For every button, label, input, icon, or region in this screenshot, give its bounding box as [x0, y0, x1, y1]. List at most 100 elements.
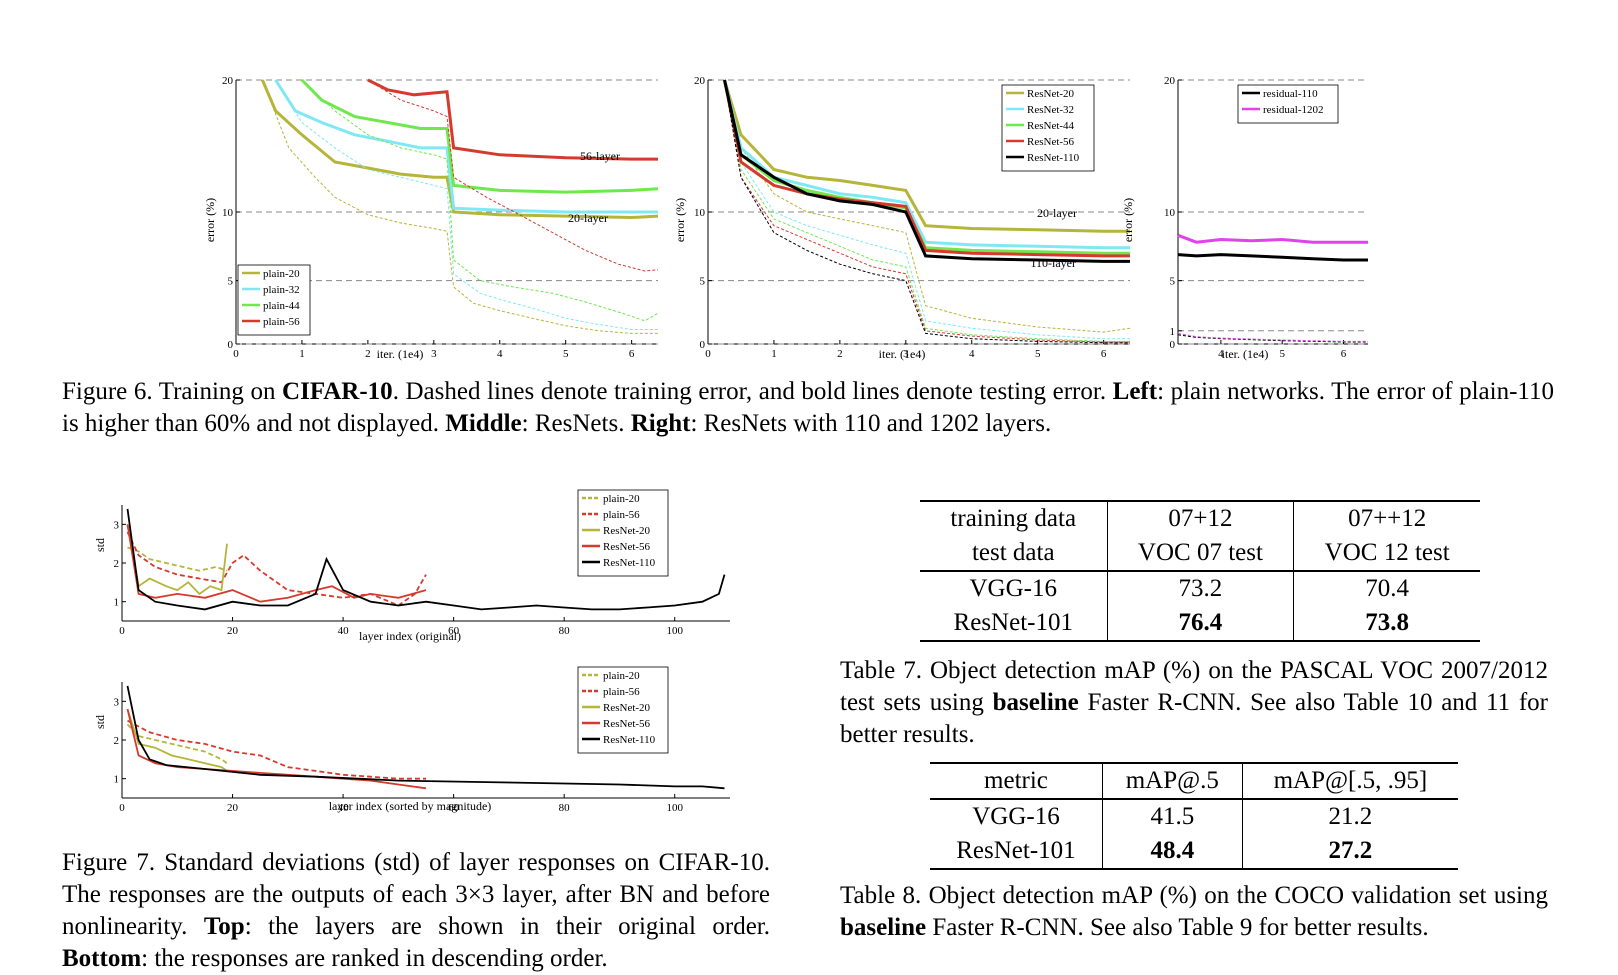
- x-tick-label: 0: [233, 348, 239, 360]
- train-error-line: [261, 79, 658, 334]
- y-tick-label: 0: [228, 339, 234, 351]
- legend-label: ResNet-56: [603, 541, 651, 553]
- train-error-line: [724, 79, 1131, 333]
- y-tick-label: 2: [114, 558, 120, 570]
- legend-label: ResNet-44: [1027, 120, 1075, 132]
- legend-label: ResNet-32: [1027, 104, 1074, 116]
- legend-label: ResNet-110: [1027, 152, 1080, 164]
- y-tick-label: 1: [114, 774, 120, 786]
- legend-label: plain-32: [263, 284, 300, 296]
- x-tick-label: 5: [1035, 348, 1041, 360]
- y-tick-label: 20: [694, 75, 706, 87]
- x-tick-label: 1: [299, 348, 305, 360]
- test-error-line: [261, 79, 659, 220]
- table8-cell: mAP@[.5, .95]: [1241, 762, 1458, 799]
- x-tick-label: 80: [559, 802, 571, 814]
- train-error-line: [275, 79, 658, 330]
- table7-cell: 07+12: [1106, 500, 1294, 536]
- table8-cell: VGG-16: [930, 798, 1103, 834]
- test-error-line: [274, 79, 658, 214]
- y-axis-label: std: [93, 715, 107, 729]
- x-tick-label: 6: [629, 348, 635, 360]
- table7-cell: 73.2: [1106, 570, 1294, 606]
- test-error-line: [723, 79, 1130, 263]
- x-tick-label: 4: [1218, 348, 1224, 360]
- x-axis-label: layer index (sorted by magnitude): [329, 799, 492, 813]
- legend-label: ResNet-56: [1027, 136, 1075, 148]
- table7-cell: ResNet-101: [920, 606, 1108, 642]
- test-error-line: [300, 78, 659, 194]
- table7-cell: 76.4: [1106, 606, 1294, 642]
- y-tick-label: 5: [700, 276, 706, 288]
- std-line: [126, 524, 427, 603]
- table7-caption: Table 7. Object detection mAP (%) on the…: [840, 657, 1548, 748]
- std-line: [126, 723, 228, 764]
- table7-cell: 73.8: [1293, 606, 1480, 642]
- x-tick-label: 4: [497, 348, 503, 360]
- x-tick-label: 5: [563, 348, 569, 360]
- train-error-line: [724, 79, 1130, 340]
- figure7-caption: Figure 7. Standard deviations (std) of l…: [62, 849, 770, 972]
- y-tick-label: 2: [114, 735, 120, 747]
- annotation: 20-layer: [1037, 206, 1077, 220]
- figure6-right-plot: 01 5 10 20 4 5 6 iter. (1e4) error (%) residual-1…: [1121, 75, 1368, 361]
- table8-cell: ResNet-101: [930, 834, 1103, 870]
- x-tick-label: 60: [448, 625, 460, 637]
- y-tick-label: 0: [1170, 339, 1176, 351]
- table8: metric mAP@.5 mAP@[.5, .95] VGG-16 41.5 21.2…: [930, 762, 1458, 870]
- train-error-line: [724, 79, 1130, 344]
- x-tick-label: 6: [1101, 348, 1107, 360]
- y-axis-label: error (%): [1121, 198, 1135, 242]
- table7-cell: VGG-16: [920, 570, 1108, 606]
- x-tick-label: 60: [448, 802, 460, 814]
- x-tick-label: 20: [227, 802, 239, 814]
- y-tick-label: 20: [1164, 75, 1176, 87]
- std-line: [126, 708, 228, 772]
- table8-cell: 41.5: [1101, 798, 1243, 834]
- std-line: [127, 546, 228, 572]
- figure6-middle-plot: 0 5 10 20 0 1 2 3 4 5 6 iter. (1e4) error (%) 20-laye…: [673, 75, 1131, 361]
- y-tick-label: 5: [1170, 276, 1176, 288]
- x-tick-label: 0: [705, 348, 711, 360]
- x-axis-label: iter. (1e4): [1222, 347, 1269, 361]
- table8-caption: Table 8. Object detection mAP (%) on the…: [840, 882, 1548, 941]
- legend-box: [1237, 84, 1339, 124]
- y-tick-label: 10: [694, 207, 706, 219]
- table7: training data 07+12 07++12 test data VOC 07…: [920, 500, 1480, 642]
- y-tick-label: 1: [114, 597, 120, 609]
- x-tick-label: 3: [903, 348, 909, 360]
- table8-cell: 27.2: [1241, 834, 1458, 870]
- table8-cell: mAP@.5: [1101, 762, 1243, 799]
- x-axis-label: iter. (1e4): [879, 347, 926, 361]
- x-tick-label: 40: [338, 625, 350, 637]
- x-tick-label: 80: [559, 625, 571, 637]
- test-error-line: [367, 78, 658, 161]
- legend-label: plain-20: [263, 268, 300, 280]
- x-tick-label: 100: [666, 802, 683, 814]
- legend-label: residual-110: [1263, 88, 1318, 100]
- x-axis-label: iter. (1e4): [377, 347, 424, 361]
- y-axis-label: error (%): [203, 198, 217, 242]
- table7-cell: test data: [971, 539, 1055, 566]
- legend-label: ResNet-20: [1027, 88, 1075, 100]
- legend-label: plain-44: [263, 300, 300, 312]
- figure7-top-plot: 1 2 3 0 20 40 60 80 100 layer index (original) std…: [93, 489, 730, 643]
- table7-cell: 70.4: [1293, 570, 1480, 606]
- table8-cell: metric: [930, 762, 1103, 799]
- y-tick-label: 10: [222, 207, 234, 219]
- y-axis-label: error (%): [673, 198, 687, 242]
- legend-label: plain-56: [263, 316, 300, 328]
- y-axis-label: std: [93, 538, 107, 552]
- table7-cell: VOC 12 test: [1293, 536, 1480, 571]
- train-error-line: [724, 79, 1130, 342]
- x-tick-label: 2: [365, 348, 371, 360]
- y-tick-label: 10: [1164, 207, 1176, 219]
- train-error-line: [367, 79, 659, 272]
- x-tick-label: 0: [119, 802, 125, 814]
- table8-cell: 21.2: [1241, 798, 1458, 834]
- x-tick-label: 1: [771, 348, 777, 360]
- y-tick-label: 0: [700, 339, 706, 351]
- annotation: 20-layer: [568, 211, 608, 225]
- std-line: [127, 719, 426, 780]
- legend-label: plain-20: [603, 493, 640, 505]
